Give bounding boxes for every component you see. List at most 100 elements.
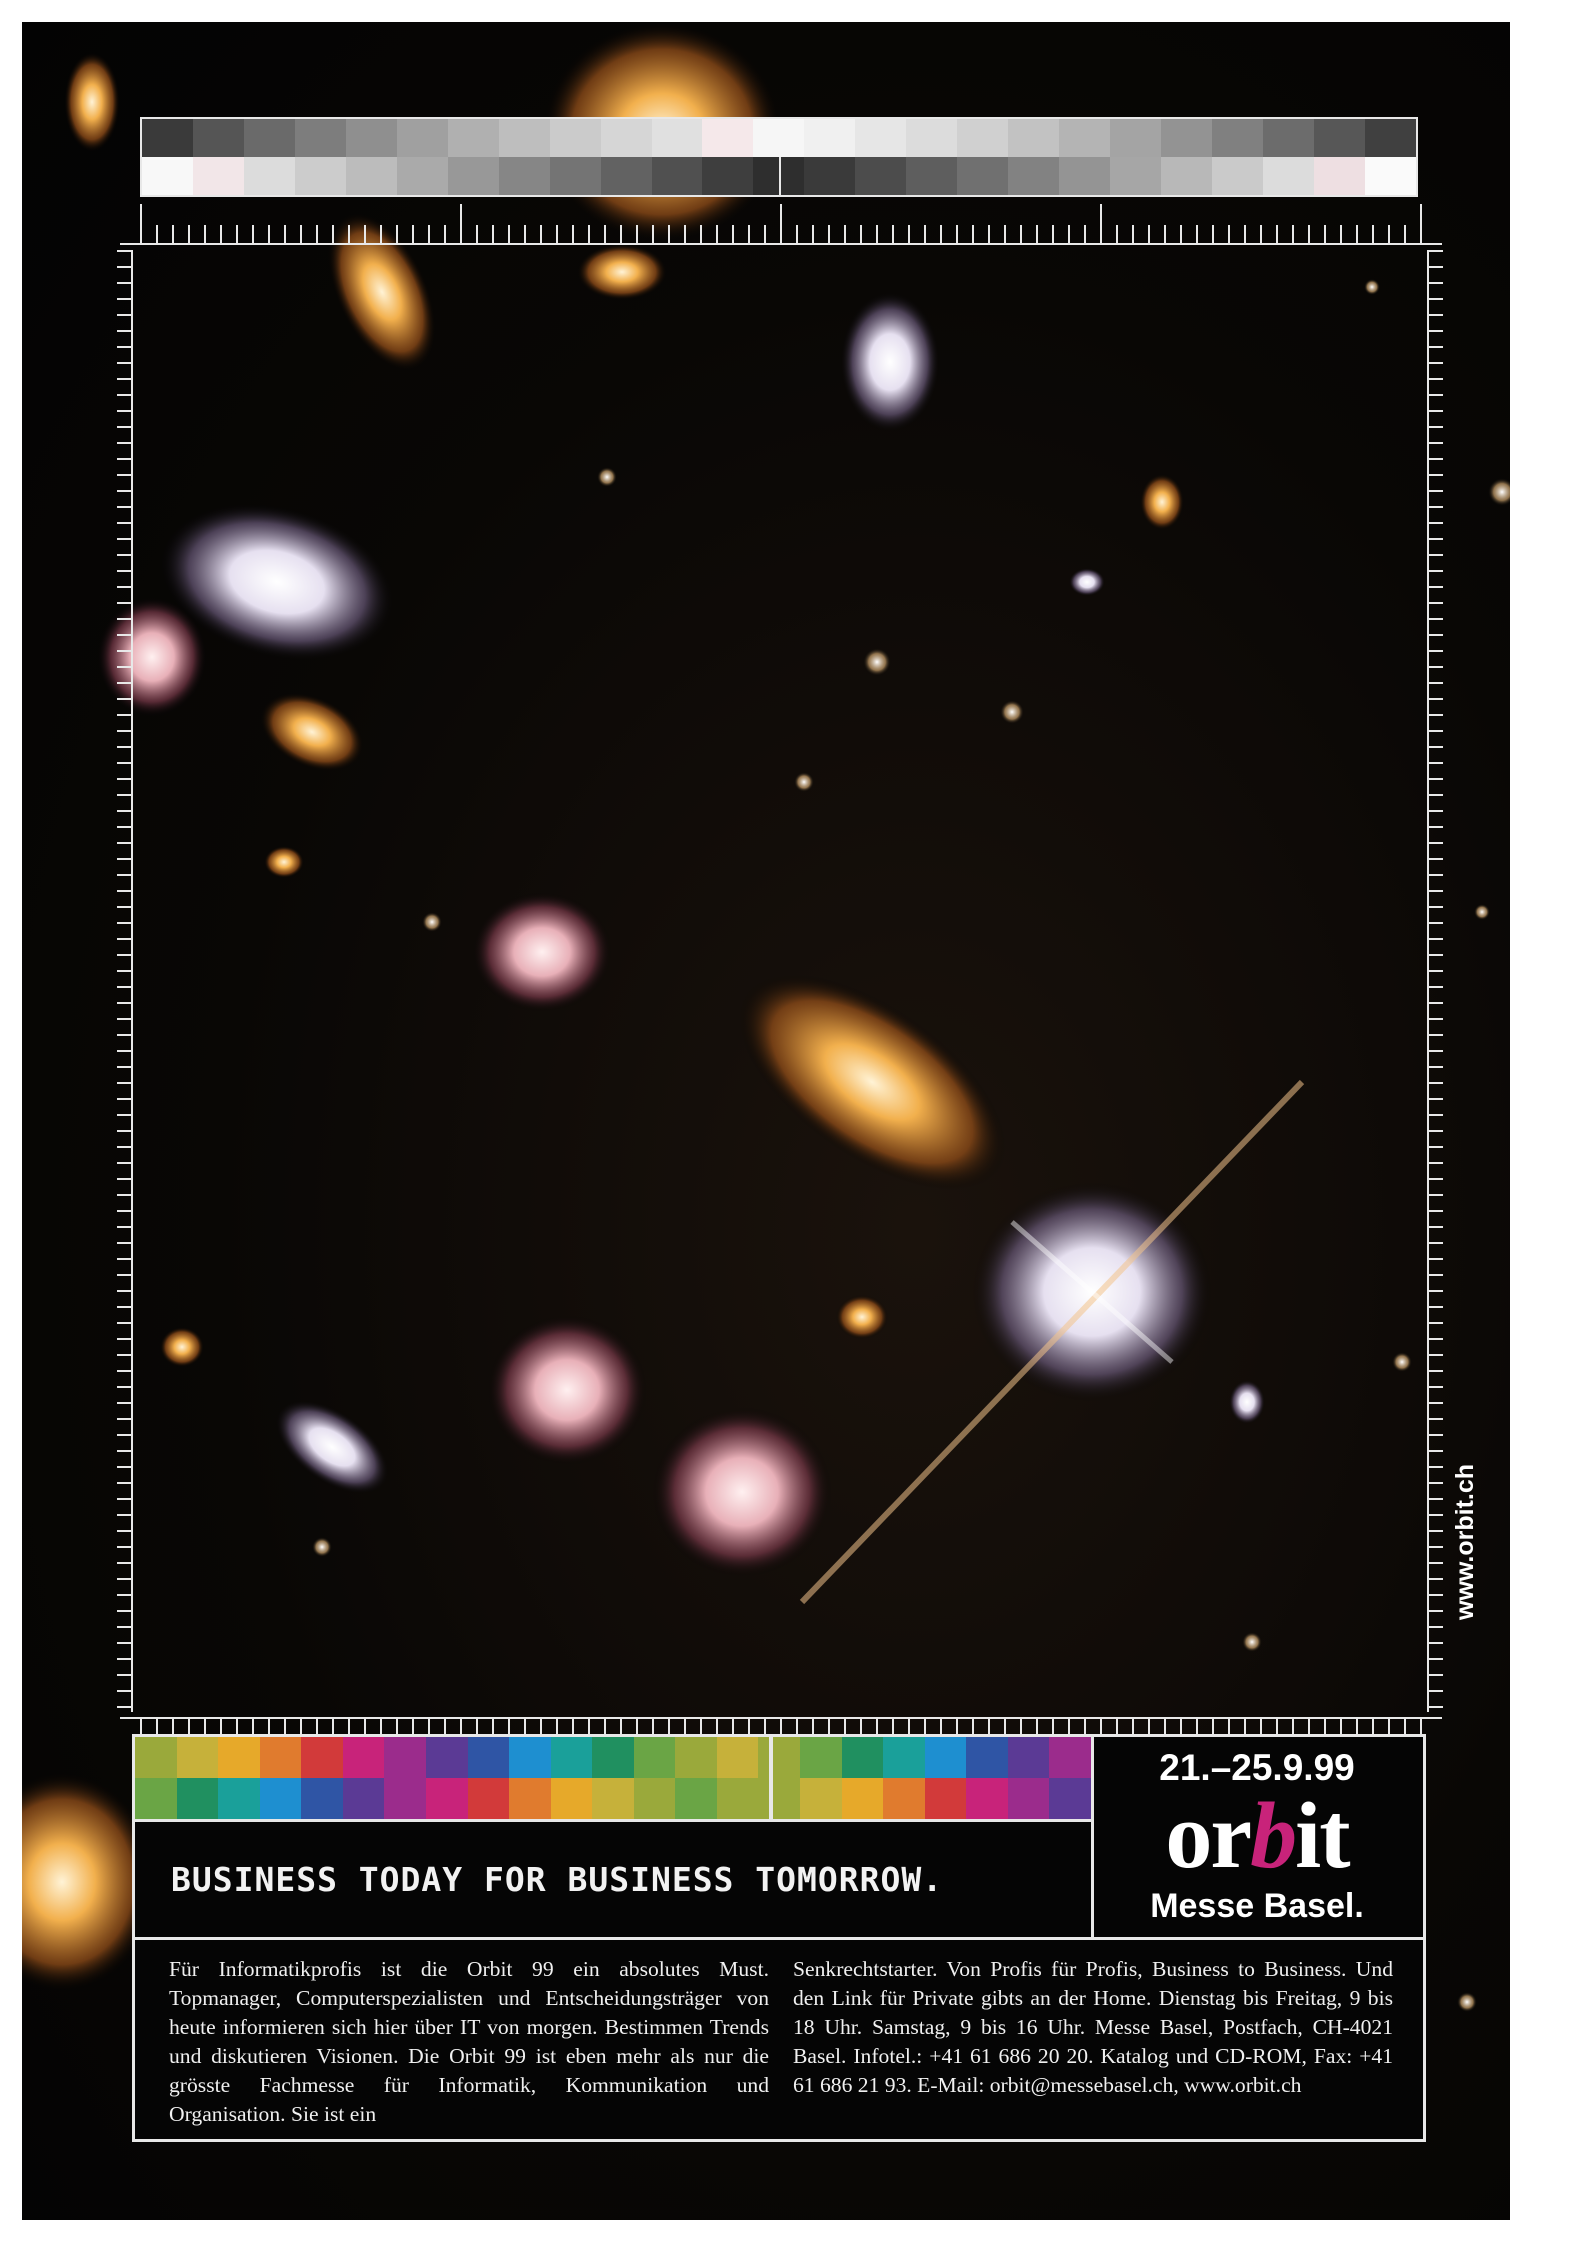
galaxy <box>737 973 1007 1191</box>
color-swatch <box>600 119 652 157</box>
color-swatch <box>509 1778 551 1819</box>
color-swatch <box>135 1778 177 1819</box>
galaxy <box>327 212 437 372</box>
color-swatch <box>549 157 601 195</box>
color-bar <box>135 1737 1091 1819</box>
color-swatch <box>142 157 193 195</box>
color-swatch <box>192 157 244 195</box>
star <box>1364 279 1380 295</box>
event-dates: 21.–25.9.99 <box>1159 1747 1355 1788</box>
color-swatch <box>651 119 703 157</box>
galaxy <box>260 692 364 772</box>
color-swatch <box>294 119 346 157</box>
galaxy <box>487 1315 647 1465</box>
star <box>1457 1992 1477 2012</box>
color-bar-divider <box>769 1737 773 1819</box>
color-swatch <box>294 157 346 195</box>
color-swatch <box>1007 1778 1050 1819</box>
color-swatch <box>906 119 958 157</box>
color-swatch <box>716 1737 759 1778</box>
color-swatch <box>243 119 295 157</box>
color-swatch <box>855 119 907 157</box>
color-swatch <box>467 1737 510 1778</box>
color-swatch <box>1007 1737 1050 1778</box>
galaxy <box>97 597 207 717</box>
color-swatch <box>675 1737 717 1778</box>
color-swatch <box>1059 157 1111 195</box>
color-swatch <box>345 157 397 195</box>
star <box>422 912 442 932</box>
logo-suffix: it <box>1295 1784 1350 1888</box>
galaxy <box>64 52 120 152</box>
galaxy <box>1229 1380 1265 1424</box>
color-swatch <box>633 1737 676 1778</box>
color-swatch <box>1049 1778 1091 1819</box>
color-swatch <box>509 1737 551 1778</box>
color-swatch <box>716 1778 759 1819</box>
frame-bottom-ruler <box>120 1717 1442 1751</box>
star <box>1242 1632 1262 1652</box>
color-swatch <box>550 1778 593 1819</box>
color-swatch <box>906 157 958 195</box>
side-url: www.orbit.ch <box>1451 1463 1479 1621</box>
color-swatch <box>1364 157 1416 195</box>
color-swatch <box>592 1737 634 1778</box>
logo-accent: b <box>1250 1784 1297 1888</box>
color-swatch <box>1161 119 1213 157</box>
color-swatch <box>498 157 550 195</box>
color-swatch <box>1110 157 1162 195</box>
galaxy <box>577 244 667 300</box>
galaxy <box>275 1399 389 1495</box>
color-swatch <box>800 1737 842 1778</box>
galaxy <box>160 1327 204 1367</box>
color-bar-row <box>135 1737 1091 1778</box>
galaxy <box>22 1772 157 1992</box>
galaxy <box>652 1407 832 1577</box>
color-swatch <box>1262 119 1314 157</box>
color-swatch <box>883 1778 925 1819</box>
star <box>1392 1352 1412 1372</box>
color-swatch <box>384 1737 426 1778</box>
color-swatch <box>592 1778 634 1819</box>
color-swatch <box>425 1737 468 1778</box>
divider <box>1091 1737 1094 1937</box>
color-swatch <box>425 1778 468 1819</box>
venue-name: Messe Basel. <box>1150 1887 1364 1925</box>
color-swatch <box>1212 157 1263 195</box>
color-swatch <box>396 157 448 195</box>
frame-left-ruler <box>117 250 133 1712</box>
galaxy <box>1069 568 1105 596</box>
color-swatch <box>966 1778 1008 1819</box>
color-swatch <box>1008 119 1060 157</box>
frame-right-ruler <box>1427 250 1443 1712</box>
color-swatch <box>924 1737 967 1778</box>
color-swatch <box>1161 157 1213 195</box>
color-swatch <box>447 157 499 195</box>
color-swatch <box>1313 157 1365 195</box>
color-swatch <box>800 1778 842 1819</box>
color-strip-row <box>142 119 1416 157</box>
galaxy <box>472 892 612 1012</box>
strip-divider <box>779 157 781 195</box>
galaxy <box>840 292 940 432</box>
color-swatch <box>600 157 652 195</box>
color-swatch <box>841 1778 884 1819</box>
color-swatch <box>702 119 754 157</box>
color-swatch <box>301 1737 343 1778</box>
color-swatch <box>549 119 601 157</box>
star-spike <box>1010 1220 1174 1364</box>
color-bar-row <box>135 1778 1091 1819</box>
color-swatch <box>342 1778 385 1819</box>
star <box>794 772 814 792</box>
star <box>1488 478 1510 506</box>
color-swatch <box>675 1778 717 1819</box>
color-swatch <box>384 1778 426 1819</box>
color-swatch <box>1110 119 1162 157</box>
star <box>863 648 891 676</box>
star <box>312 1537 332 1557</box>
color-test-strip-top <box>140 117 1418 197</box>
color-swatch <box>142 119 193 157</box>
color-swatch <box>957 157 1009 195</box>
color-swatch <box>301 1778 343 1819</box>
color-swatch <box>259 1778 302 1819</box>
